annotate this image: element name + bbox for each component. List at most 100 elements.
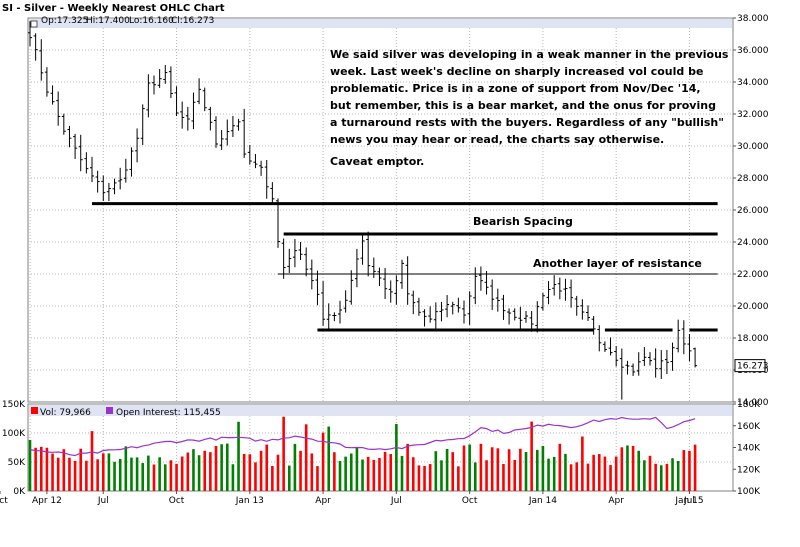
- ohlc-bar: [681, 320, 686, 355]
- price-tick-label: 38.000: [737, 14, 769, 24]
- chart-title: SI - Silver - Weekly Nearest OHLC Chart: [2, 3, 225, 14]
- price-header-low: Lo:16.160: [129, 16, 174, 26]
- ohlc-bar: [214, 116, 218, 148]
- ohlc-bar: [123, 158, 128, 183]
- ohlc-bar: [163, 64, 168, 84]
- volume-bar: [169, 460, 173, 491]
- ohlc-bar: [343, 290, 348, 313]
- volume-bar: [271, 465, 274, 491]
- volume-bar: [417, 465, 421, 491]
- volume-bar: [609, 465, 612, 491]
- x-tick-label: Oct: [169, 496, 185, 506]
- commentary-line-4: but remember, this is a bear market, and…: [330, 99, 716, 112]
- x-tick-label: Jan 13: [235, 496, 264, 506]
- vol-tick-label: 100K: [2, 429, 26, 439]
- ohlc-bar: [304, 247, 309, 277]
- volume-bar: [530, 421, 533, 491]
- volume-bar: [597, 454, 601, 491]
- volume-bar: [485, 460, 488, 491]
- volume-bar: [45, 447, 49, 491]
- volume-bar: [293, 443, 297, 491]
- volume-bar: [28, 439, 32, 491]
- volume-panel: 150K 100K 50K 0K 180K 160K 140K 120K 100K: [2, 400, 761, 497]
- oi-tick-label: 160K: [737, 422, 761, 432]
- volume-bar: [372, 459, 376, 491]
- ohlc-bar: [422, 309, 427, 327]
- ohlc-bar: [349, 270, 354, 305]
- ohlc-bar: [659, 350, 664, 379]
- volume-bar: [473, 462, 477, 491]
- last-price-box: [734, 359, 766, 373]
- volume-bar: [265, 444, 269, 491]
- last-price-label: 16.273: [737, 362, 769, 372]
- ohlc-bar: [405, 256, 410, 305]
- vol-legend-swatch: [31, 407, 38, 414]
- ohlc-bar: [416, 297, 421, 316]
- ohlc-bar: [247, 145, 252, 165]
- x-tick-label: Jul: [683, 496, 695, 506]
- volume-bar: [51, 453, 54, 491]
- commentary-line-5: a turnaround rests with the buyers. Rega…: [330, 116, 724, 129]
- volume-bar: [614, 456, 618, 491]
- ohlc-bar: [507, 308, 512, 325]
- volume-bar: [287, 465, 291, 491]
- volume-bar: [135, 457, 139, 491]
- ohlc-bar: [642, 347, 647, 366]
- volume-bar: [389, 454, 393, 491]
- ohlc-bar: [332, 312, 337, 322]
- ohlc-bar: [50, 85, 55, 105]
- ohlc-bar: [371, 257, 376, 278]
- x-tick-label: Jul: [390, 496, 402, 506]
- vol-legend: Vol: 79,966: [40, 408, 91, 418]
- ohlc-bar: [140, 104, 145, 145]
- volume-bar: [192, 449, 195, 491]
- volume-bar: [220, 444, 223, 491]
- volume-bar: [603, 456, 607, 491]
- volume-bar: [282, 416, 285, 491]
- volume-bar: [693, 444, 697, 491]
- ohlc-bar: [168, 66, 173, 99]
- ohlc-bar: [653, 348, 658, 378]
- x-tick-label: Apr 12: [32, 496, 62, 506]
- volume-bar: [552, 456, 556, 491]
- volume-bar: [620, 447, 624, 491]
- ohlc-bar: [270, 182, 275, 205]
- ohlc-bar: [608, 337, 613, 356]
- volume-bar: [349, 453, 353, 491]
- ohlc-bar: [338, 300, 342, 324]
- volume-bar: [79, 448, 83, 491]
- ohlc-bar: [135, 128, 140, 163]
- price-panel: 38.000 36.000 34.000 32.000 30.000 28.000 26.0…: [27, 14, 769, 408]
- volume-bar: [186, 452, 190, 491]
- volume-header-band: [29, 405, 732, 416]
- volume-bar: [34, 447, 37, 491]
- volume-bar: [85, 460, 88, 491]
- volume-bar: [507, 449, 511, 491]
- ohlc-bar: [242, 108, 247, 158]
- price-tick-label: 24.000: [737, 238, 769, 248]
- volume-bar: [665, 463, 669, 491]
- ohlc-bar: [394, 275, 399, 305]
- volume-bar: [361, 459, 364, 491]
- ohlc-bar: [501, 294, 506, 320]
- volume-bar: [254, 462, 257, 491]
- price-header-open: Op:17.325: [41, 16, 88, 26]
- volume-bar: [163, 464, 167, 491]
- vol-tick-label: 150K: [2, 400, 26, 410]
- ohlc-bar: [315, 270, 320, 306]
- ohlc-bar: [191, 92, 196, 130]
- ohlc-bar: [602, 341, 607, 352]
- ohlc-bar: [411, 290, 416, 315]
- volume-bar: [406, 443, 409, 491]
- price-tick-label: 30.000: [737, 142, 769, 152]
- volume-bar: [231, 464, 235, 491]
- volume-bar: [147, 455, 150, 491]
- price-tick-label: 18.000: [737, 334, 769, 344]
- ohlc-bar: [591, 316, 596, 335]
- volume-bar: [259, 450, 263, 491]
- ohlc-bar: [552, 275, 557, 296]
- ohlc-bar: [146, 74, 151, 118]
- bearish-spacing-label: Bearish Spacing: [473, 215, 573, 228]
- volume-bar: [631, 445, 635, 491]
- volume-bar: [671, 458, 674, 491]
